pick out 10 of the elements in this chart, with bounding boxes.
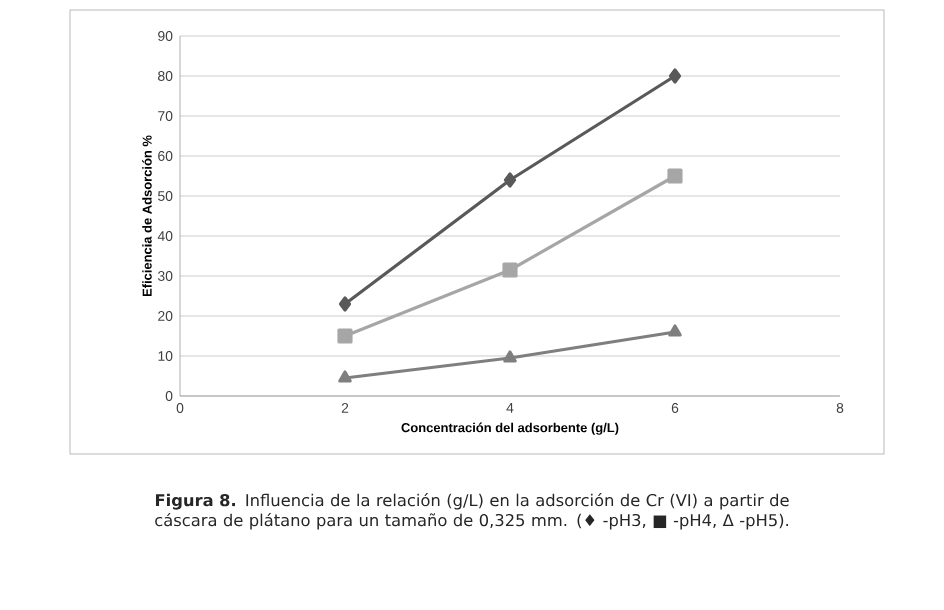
point	[667, 168, 683, 184]
point	[502, 262, 518, 278]
point	[338, 296, 352, 312]
point	[503, 350, 517, 363]
point	[503, 172, 517, 188]
point	[668, 324, 682, 337]
point	[668, 68, 682, 84]
point	[337, 328, 353, 344]
text: Figura 8. Influencia de la relación (g/L) en la adsorción de Cr (VI) a partir de cáscara de plátano para un tamaño de 0,325 mm. (♦ -pH3, ■ -pH4, Δ -pH5).	[155, 493, 789, 530]
point	[338, 370, 352, 383]
